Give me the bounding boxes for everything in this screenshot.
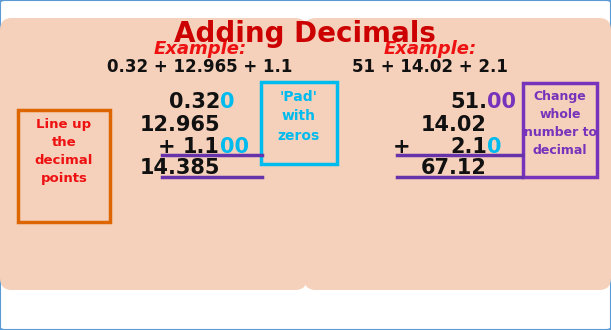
Text: 1.1: 1.1 bbox=[183, 137, 220, 157]
Text: 67.12: 67.12 bbox=[421, 158, 487, 178]
Text: Example:: Example: bbox=[383, 40, 477, 58]
Text: 14.02: 14.02 bbox=[421, 115, 487, 135]
Text: 0.32: 0.32 bbox=[169, 92, 220, 112]
Text: 0: 0 bbox=[220, 92, 235, 112]
FancyBboxPatch shape bbox=[523, 83, 597, 177]
Text: Example:: Example: bbox=[153, 40, 247, 58]
FancyBboxPatch shape bbox=[304, 18, 611, 290]
Text: 00: 00 bbox=[487, 92, 516, 112]
Text: Adding Decimals: Adding Decimals bbox=[174, 20, 436, 48]
Text: 51.: 51. bbox=[450, 92, 487, 112]
Text: 2.1: 2.1 bbox=[450, 137, 487, 157]
Text: 0: 0 bbox=[487, 137, 502, 157]
Text: +: + bbox=[158, 137, 175, 157]
Text: 12.965: 12.965 bbox=[139, 115, 220, 135]
Text: 'Pad'
with
zeros: 'Pad' with zeros bbox=[278, 90, 320, 143]
FancyBboxPatch shape bbox=[261, 82, 337, 164]
Text: Line up
the
decimal
points: Line up the decimal points bbox=[35, 118, 93, 185]
FancyBboxPatch shape bbox=[18, 110, 110, 222]
Text: 14.385: 14.385 bbox=[139, 158, 220, 178]
Text: Change
whole
number to
decimal: Change whole number to decimal bbox=[524, 90, 596, 157]
Text: 51 + 14.02 + 2.1: 51 + 14.02 + 2.1 bbox=[352, 58, 508, 76]
Text: 00: 00 bbox=[220, 137, 249, 157]
Text: +: + bbox=[393, 137, 411, 157]
FancyBboxPatch shape bbox=[0, 18, 307, 290]
Text: 0.32 + 12.965 + 1.1: 0.32 + 12.965 + 1.1 bbox=[108, 58, 293, 76]
